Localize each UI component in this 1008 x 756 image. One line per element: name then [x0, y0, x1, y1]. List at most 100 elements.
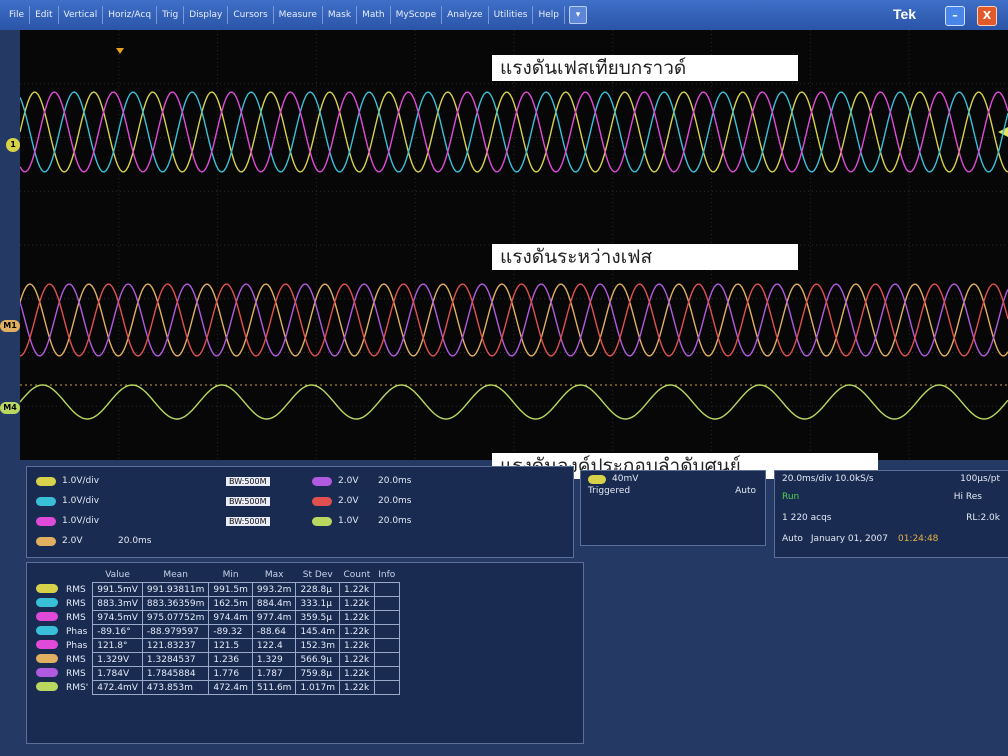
meas-max: 884.4m	[251, 596, 297, 611]
meas-mean: -88.979597	[141, 624, 210, 639]
waveform-m2	[20, 283, 1008, 357]
meas-mean: 883.36359m	[141, 596, 210, 611]
channel-scale: 1.0V/div	[62, 496, 100, 506]
menu-item-horizacq[interactable]: Horiz/Acq	[103, 6, 158, 24]
meas-source-chip	[36, 597, 58, 607]
menu-item-math[interactable]: Math	[357, 6, 391, 24]
meas-value: 883.3mV	[92, 596, 143, 611]
channel-scale: 1.0V/div	[62, 476, 100, 486]
channel-chip[interactable]	[36, 536, 56, 546]
meas-stdev: 759.8µ	[295, 666, 340, 681]
meas-header: St Dev	[302, 570, 333, 580]
math-chip[interactable]	[312, 476, 332, 486]
meas-stdev: 566.9µ	[295, 652, 340, 667]
menu-dropdown-button[interactable]: ▾	[569, 6, 587, 24]
m1-ref-marker[interactable]: M1	[0, 320, 20, 332]
meas-count: 1.22k	[339, 582, 375, 597]
math-scale: 1.0V	[338, 516, 359, 526]
m4-ref-marker[interactable]: M4	[0, 402, 20, 414]
waveform-display[interactable]	[20, 30, 1008, 460]
menu-item-mask[interactable]: Mask	[323, 6, 358, 24]
meas-info	[373, 638, 400, 653]
meas-source-chip	[36, 653, 58, 663]
meas-min: 974.4m	[208, 610, 253, 625]
trigger-level: 40mV	[612, 474, 639, 484]
channel-chip[interactable]	[36, 496, 56, 506]
waveform-m4	[20, 384, 1008, 420]
math-time: 20.0ms	[378, 516, 412, 526]
meas-type: RMS	[66, 654, 86, 665]
channel-readout-row[interactable]: 1.0V/div BW:500M	[36, 496, 270, 506]
phase-voltage-title: แรงดันเฟสเทียบกราวด์	[492, 55, 798, 81]
line-voltage-title: แรงดันระหว่างเฟส	[492, 244, 798, 270]
meas-min: 121.5	[208, 638, 253, 653]
table-row[interactable]: RMS 991.5mV 991.93811m 991.5m 993.2m 228.8µ 1.…	[32, 582, 400, 597]
meas-info	[373, 680, 400, 695]
channel-readout-row[interactable]: 1.0V/div BW:500M	[36, 516, 270, 526]
close-button[interactable]: X	[977, 6, 997, 26]
channel-readout-panel	[26, 466, 574, 558]
menu-item-vertical[interactable]: Vertical	[59, 6, 104, 24]
meas-min: 991.5m	[208, 582, 253, 597]
bandwidth-badge: BW:500M	[226, 476, 270, 486]
channel-time: 20.0ms	[118, 536, 152, 546]
math-channel-row[interactable]: 1.0V 20.0ms	[312, 516, 412, 526]
meas-mean: 1.7845884	[141, 666, 210, 681]
acq-per-pt: 100µs/pt	[960, 474, 1000, 484]
meas-stdev: 359.5µ	[295, 610, 340, 625]
menu-item-help[interactable]: Help	[533, 6, 565, 24]
menu-item-myscope[interactable]: MyScope	[391, 6, 443, 24]
meas-value: 974.5mV	[92, 610, 143, 625]
ch1-ref-marker[interactable]: 1	[6, 138, 20, 152]
table-row[interactable]: RMS 883.3mV 883.36359m 162.5m 884.4m 333.1µ 1.…	[32, 596, 400, 611]
acq-rate-row: 20.0ms/div 10.0kS/s 100µs/pt	[782, 474, 1000, 484]
trigger-panel[interactable]	[580, 470, 766, 546]
menu-item-file[interactable]: File	[4, 6, 31, 24]
meas-mean: 975.07752m	[141, 610, 210, 625]
table-row[interactable]: RMS 1.329V 1.3284537 1.236 1.329 566.9µ 1.22k	[32, 652, 400, 667]
channel-readout-row[interactable]: 2.0V 20.0ms	[36, 536, 152, 546]
channel-chip[interactable]	[36, 516, 56, 526]
acq-date: January 01, 2007	[810, 534, 888, 544]
meas-info	[373, 596, 400, 611]
waveform-ch1	[20, 91, 1008, 173]
acq-count-row: 1 220 acqs RL:2.0k	[782, 513, 1000, 523]
math-time: 20.0ms	[378, 496, 412, 506]
menu-item-measure[interactable]: Measure	[274, 6, 323, 24]
menu-item-trig[interactable]: Trig	[157, 6, 185, 24]
minimize-button[interactable]: –	[945, 6, 965, 26]
math-channel-row[interactable]: 2.0V 20.0ms	[312, 476, 412, 486]
menu-item-display[interactable]: Display	[184, 6, 229, 24]
table-row[interactable]: RMS 974.5mV 975.07752m 974.4m 977.4m 359.5µ 1.…	[32, 610, 400, 625]
table-row[interactable]: RMS 1.784V 1.7845884 1.776 1.787 759.8µ 1.22k	[32, 666, 400, 681]
trigger-position-icon	[116, 48, 124, 54]
meas-min: 472.4m	[208, 680, 253, 695]
meas-mean: 473.853m	[141, 680, 210, 695]
trigger-status: Triggered	[588, 486, 631, 496]
menu-item-cursors[interactable]: Cursors	[228, 6, 274, 24]
waveform-ch2	[20, 91, 1008, 173]
meas-value: 472.4mV	[92, 680, 143, 695]
acq-auto: Auto	[782, 534, 803, 544]
channel-chip[interactable]	[36, 476, 56, 486]
math-chip[interactable]	[312, 496, 332, 506]
table-row[interactable]: Phas 121.8° 121.83237 121.5 122.4 152.3m 1.22k	[32, 638, 400, 653]
math-chip[interactable]	[312, 516, 332, 526]
table-row[interactable]: RMS' 472.4mV 473.853m 472.4m 511.6m 1.017m 1.2…	[32, 680, 400, 695]
meas-count: 1.22k	[339, 652, 375, 667]
acquisition-panel[interactable]	[774, 470, 1008, 558]
menu-item-analyze[interactable]: Analyze	[442, 6, 489, 24]
meas-info	[373, 624, 400, 639]
channel-readout-row[interactable]: 1.0V/div BW:500M	[36, 476, 270, 486]
table-row[interactable]: Phas -89.16° -88.979597 -89.32 -88.64 145.4m 1…	[32, 624, 400, 639]
meas-value: 1.329V	[92, 652, 143, 667]
meas-header: Max	[264, 570, 284, 580]
meas-value: 991.5mV	[92, 582, 143, 597]
measurements-table: Value Mean Min Max St Dev Count Info RMS 991.5m…	[32, 568, 400, 695]
menu-item-utilities[interactable]: Utilities	[489, 6, 534, 24]
menu-item-edit[interactable]: Edit	[30, 6, 59, 24]
waveform-m3	[20, 283, 1008, 357]
menu-bar: File Edit Vertical Horiz/Acq Trig Display Curs…	[0, 0, 1008, 30]
trigger-channel-chip	[588, 474, 606, 484]
math-channel-row[interactable]: 2.0V 20.0ms	[312, 496, 412, 506]
